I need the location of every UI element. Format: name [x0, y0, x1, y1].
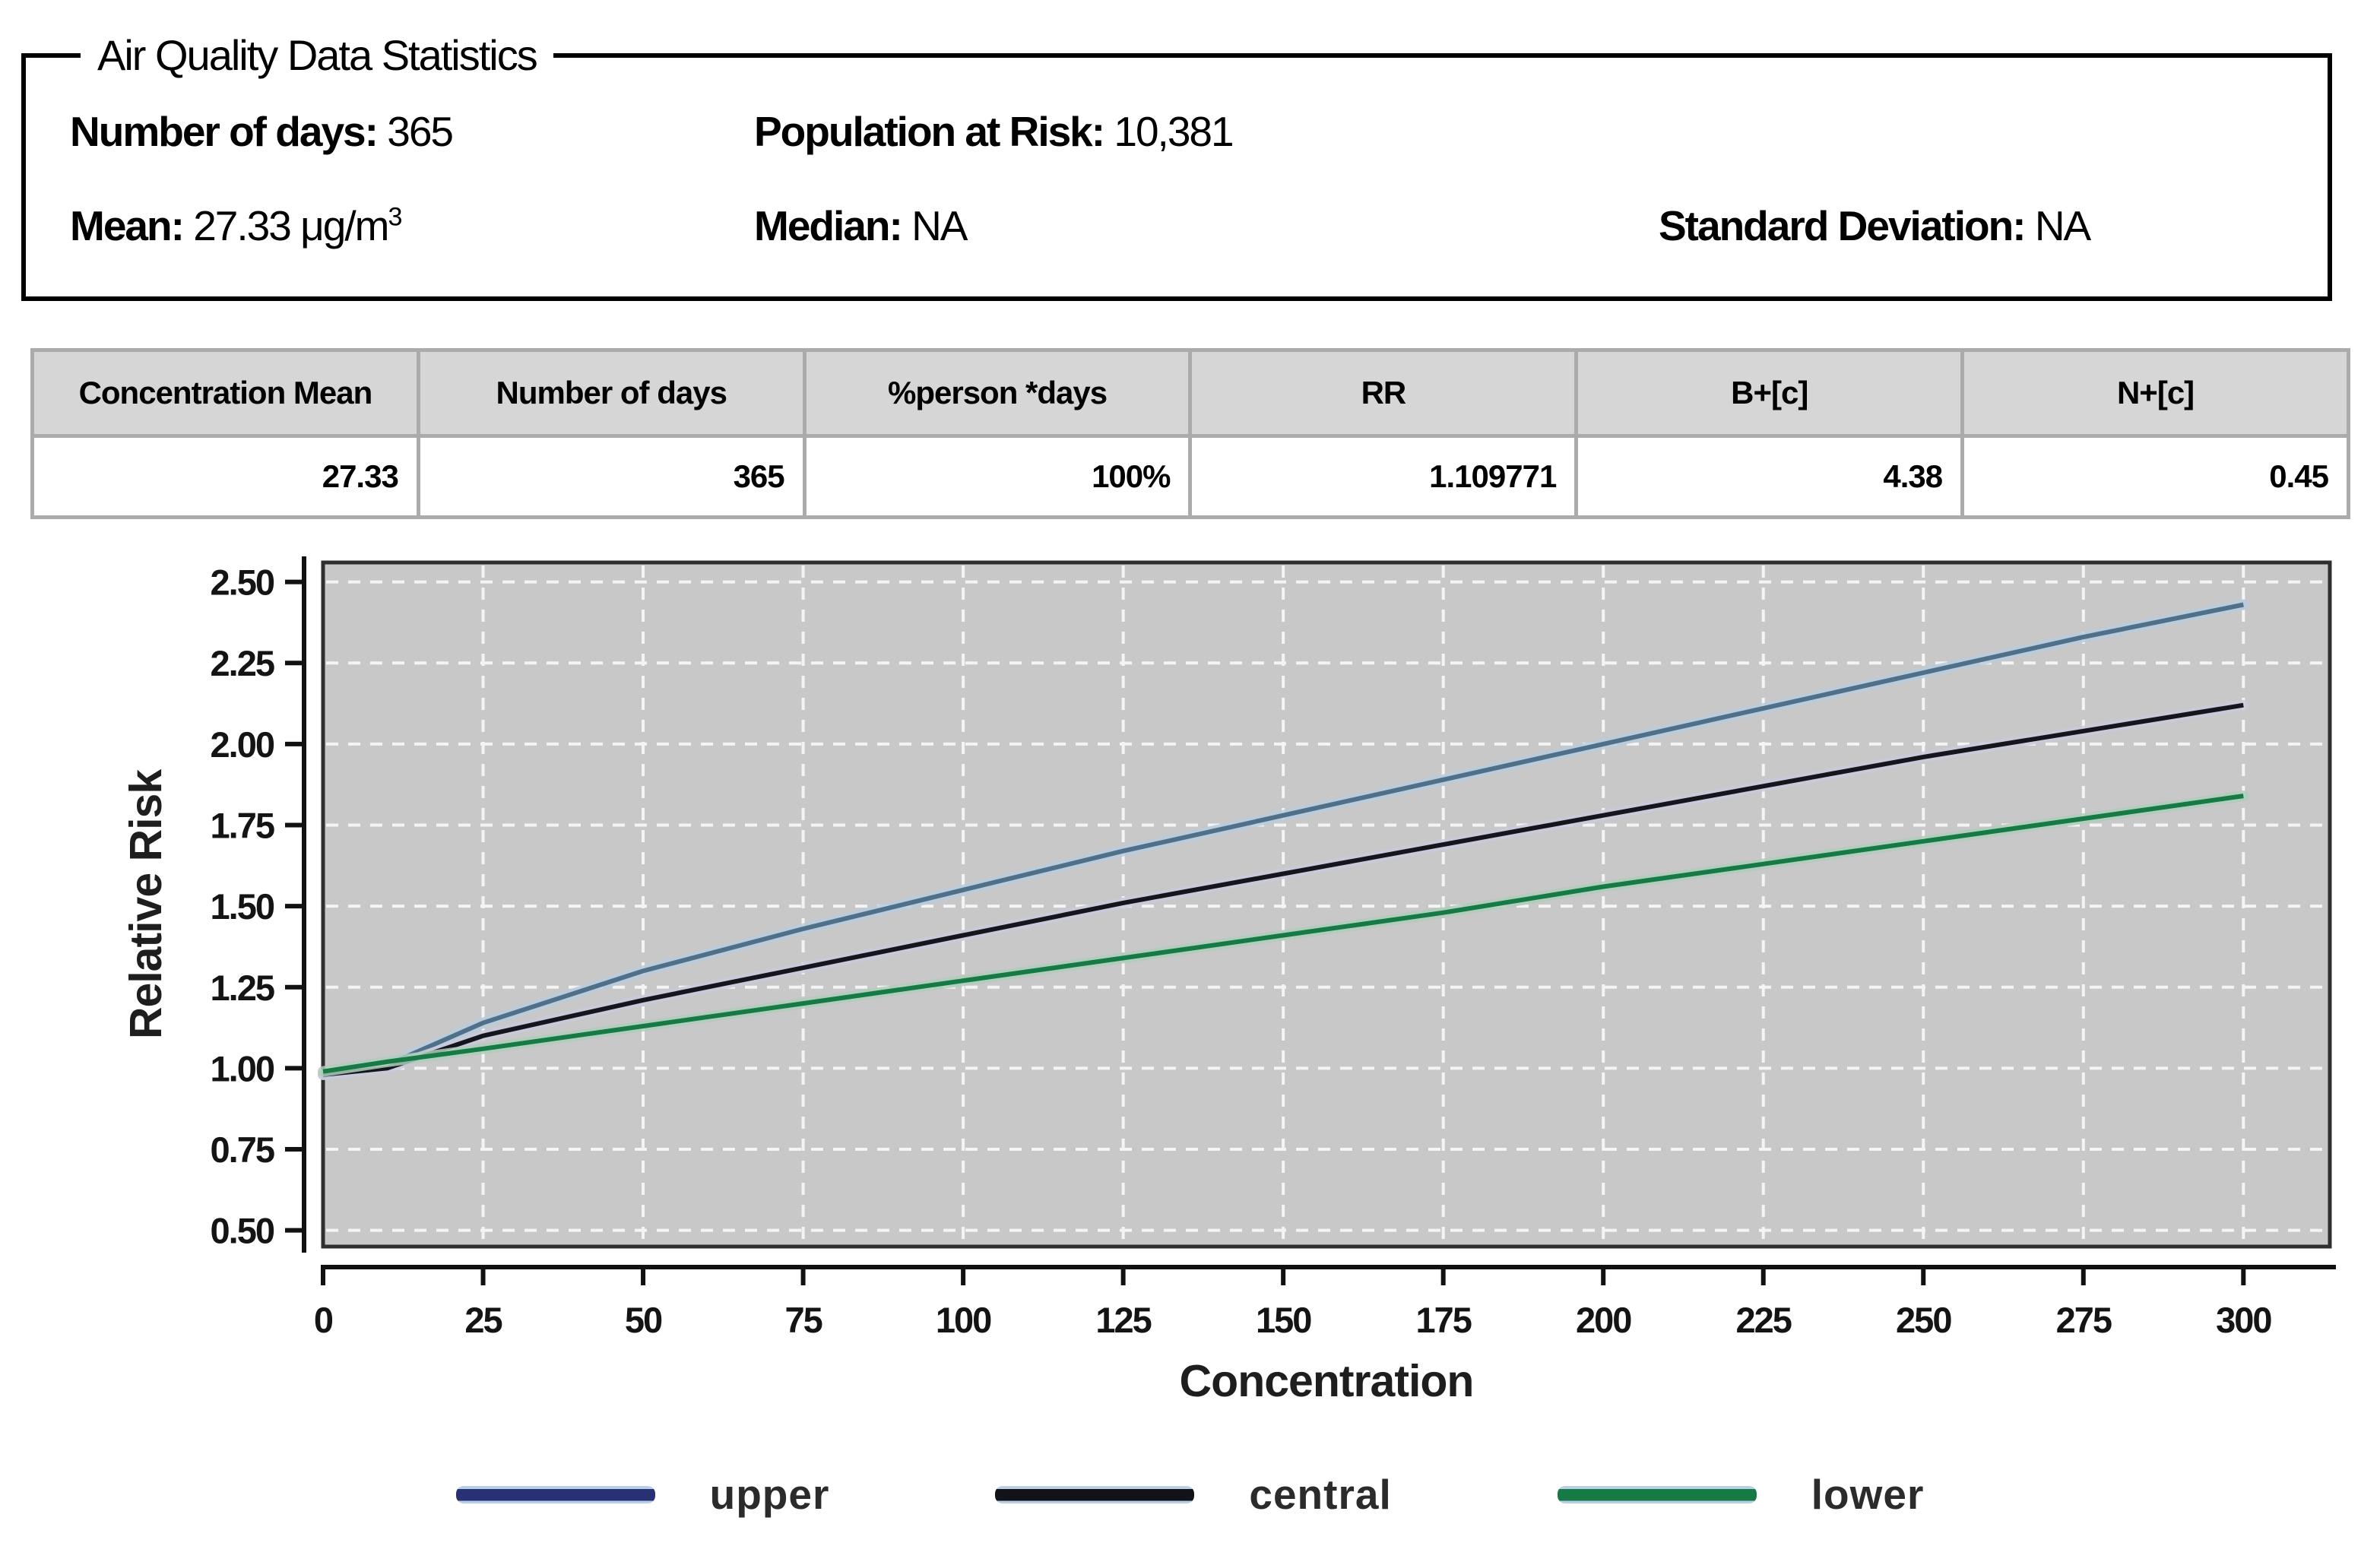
- central-line-swatch: [995, 1485, 1195, 1503]
- y-tick-label: 0.75: [211, 1130, 274, 1170]
- x-tick-label: 125: [1095, 1300, 1151, 1340]
- y-tick-label: 1.00: [211, 1048, 274, 1088]
- col-rr: RR: [1188, 348, 1579, 438]
- panel-title: Air Quality Data Statistics: [97, 31, 538, 79]
- y-tick-label: 0.50: [211, 1211, 274, 1251]
- y-tick-label: 2.00: [211, 724, 274, 765]
- legend-label-upper: upper: [709, 1471, 830, 1518]
- x-tick-label: 0: [314, 1300, 333, 1340]
- legend-label-central: central: [1249, 1471, 1392, 1518]
- x-tick-label: 100: [936, 1300, 991, 1340]
- upper-line: [322, 602, 2244, 1077]
- stats-grid: Number of days: 365 Population at Risk: …: [70, 107, 2328, 250]
- stat-unit-exponent: 3: [388, 202, 402, 232]
- col-b-plus-c: B+[c]: [1574, 348, 1965, 438]
- stat-label: Number of days:: [70, 108, 379, 155]
- stat-value: 365: [387, 108, 454, 155]
- stat-value: NA: [2034, 202, 2091, 249]
- x-tick-label: 150: [1256, 1300, 1311, 1340]
- y-tick-label: 1.50: [211, 886, 274, 927]
- y-tick-label: 1.25: [211, 968, 274, 1008]
- x-tick-label: 50: [625, 1300, 662, 1340]
- stat-label: Population at Risk:: [754, 108, 1105, 155]
- rr-chart-svg: 0.50 0.75 1.00 1.25 1.50 1.75 2.00 2.25 2.50 0 25 5…: [121, 556, 2336, 1406]
- col-person-days: %person *days: [802, 348, 1193, 438]
- cell-b-plus-c: 4.38: [1574, 434, 1965, 519]
- relative-risk-chart: 0.50 0.75 1.00 1.25 1.50 1.75 2.00 2.25 2.50 0 25 5…: [114, 543, 2364, 1471]
- col-concentration-mean: Concentration Mean: [30, 348, 420, 438]
- stat-population-at-risk: Population at Risk: 10,381: [754, 107, 1659, 156]
- x-axis-title: Concentration: [1180, 1356, 1474, 1406]
- x-tick-label: 275: [2056, 1300, 2112, 1340]
- x-tick-label: 25: [464, 1300, 502, 1340]
- stat-value: 27.33 μg/m3: [193, 202, 402, 249]
- stat-label: Mean:: [70, 202, 185, 249]
- stat-label: Standard Deviation:: [1659, 202, 2027, 249]
- cell-concentration-mean: 27.33: [30, 434, 420, 519]
- stat-label: Median:: [754, 202, 903, 249]
- legend-item-central: central: [995, 1470, 1391, 1519]
- stat-spacer: [1659, 107, 2328, 156]
- lower-line: [322, 794, 2244, 1074]
- x-tick-label: 175: [1415, 1300, 1471, 1340]
- stat-unit: μg/m: [300, 202, 389, 249]
- col-n-plus-c: N+[c]: [1960, 348, 2350, 438]
- stat-value: 10,381: [1114, 108, 1234, 155]
- y-tick-label: 1.75: [211, 805, 274, 845]
- stat-median: Median: NA: [754, 201, 1659, 250]
- stat-value: NA: [911, 202, 968, 249]
- y-tick-label: 2.50: [211, 562, 274, 603]
- legend-label-lower: lower: [1811, 1471, 1925, 1518]
- concentration-summary-table: Concentration Mean Number of days %perso…: [30, 348, 2350, 519]
- legend-item-upper: upper: [455, 1470, 830, 1519]
- legend-item-lower: lower: [1557, 1470, 1925, 1519]
- table-header-row: Concentration Mean Number of days %perso…: [30, 348, 2350, 438]
- chart-legend: upper central lower: [0, 1470, 2380, 1519]
- stat-number-of-days: Number of days: 365: [70, 107, 754, 156]
- y-tick-label: 2.25: [211, 643, 274, 683]
- air-quality-stats-panel: Air Quality Data Statistics Number of da…: [21, 30, 2332, 301]
- stat-mean: Mean: 27.33 μg/m3: [70, 201, 754, 250]
- cell-n-plus-c: 0.45: [1960, 434, 2350, 519]
- x-tick-label: 200: [1576, 1300, 1631, 1340]
- cell-rr: 1.109771: [1188, 434, 1579, 519]
- x-tick-label: 75: [784, 1300, 822, 1340]
- y-axis-title: Relative Risk: [121, 769, 171, 1039]
- cell-number-of-days: 365: [416, 434, 807, 519]
- lower-line-swatch: [1557, 1485, 1757, 1503]
- x-tick-label: 250: [1896, 1300, 1951, 1340]
- stat-standard-deviation: Standard Deviation: NA: [1659, 201, 2328, 250]
- cell-person-days: 100%: [802, 434, 1193, 519]
- x-tick-label: 225: [1736, 1300, 1792, 1340]
- central-line: [322, 702, 2244, 1077]
- plot-area: [321, 560, 2332, 1249]
- upper-line-swatch: [455, 1485, 655, 1503]
- x-tick-label: 300: [2216, 1300, 2271, 1340]
- table-row: 27.33 365 100% 1.109771 4.38 0.45: [30, 434, 2350, 519]
- col-number-of-days: Number of days: [416, 348, 807, 438]
